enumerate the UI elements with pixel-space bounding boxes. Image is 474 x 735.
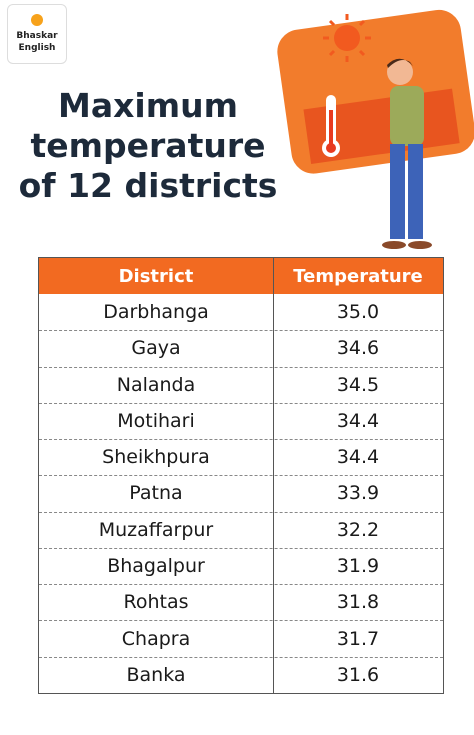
logo-text: Bhaskar (16, 31, 58, 41)
column-divider (273, 258, 274, 693)
row-divider (39, 511, 443, 513)
row-divider (39, 439, 443, 441)
data-table: District Temperature Darbhanga 35.0 Gaya 34.6… (38, 257, 444, 694)
header-cell: Temperature (273, 258, 443, 294)
logo: Bhaskar English (7, 4, 67, 64)
district-cell: Motihari (117, 409, 195, 432)
row-divider (39, 584, 443, 586)
district-cell: Patna (129, 482, 183, 505)
district-cell: Muzaffarpur (98, 518, 214, 541)
title-line: of 12 districts (18, 166, 278, 205)
temperature-cell: 32.2 (336, 518, 380, 541)
row-divider (39, 620, 443, 622)
logo-dot (31, 14, 43, 26)
temperature-cell: 34.4 (336, 446, 380, 469)
temperature-cell: 31.6 (336, 663, 380, 686)
district-cell: Bhagalpur (107, 555, 205, 578)
district-cell: Chapra (121, 627, 191, 650)
header-cell: District (39, 258, 273, 294)
district-cell: Nalanda (116, 373, 196, 396)
row-divider (39, 475, 443, 477)
title: Maximum temperature of 12 districts (10, 86, 286, 206)
row-divider (39, 656, 443, 658)
temperature-cell: 31.8 (336, 591, 380, 614)
row-divider (39, 402, 443, 404)
row-divider (39, 547, 443, 549)
district-cell: Banka (126, 663, 186, 686)
temperature-cell: 34.6 (336, 337, 380, 360)
title-line: temperature (30, 126, 266, 165)
temperature-cell: 34.4 (336, 409, 380, 432)
logo-text: English (18, 43, 56, 53)
title-line: Maximum (58, 86, 238, 125)
temperature-cell: 33.9 (336, 482, 380, 505)
row-divider (39, 330, 443, 332)
temperature-cell: 35.0 (336, 301, 380, 324)
temperature-cell: 31.9 (336, 555, 380, 578)
row-divider (39, 366, 443, 368)
temperature-cell: 31.7 (336, 627, 380, 650)
district-cell: Sheikhpura (102, 446, 210, 469)
district-cell: Rohtas (123, 591, 189, 614)
temperature-cell: 34.5 (336, 373, 380, 396)
district-cell: Gaya (131, 337, 181, 360)
illustration (277, 9, 474, 249)
district-cell: Darbhanga (103, 301, 209, 324)
